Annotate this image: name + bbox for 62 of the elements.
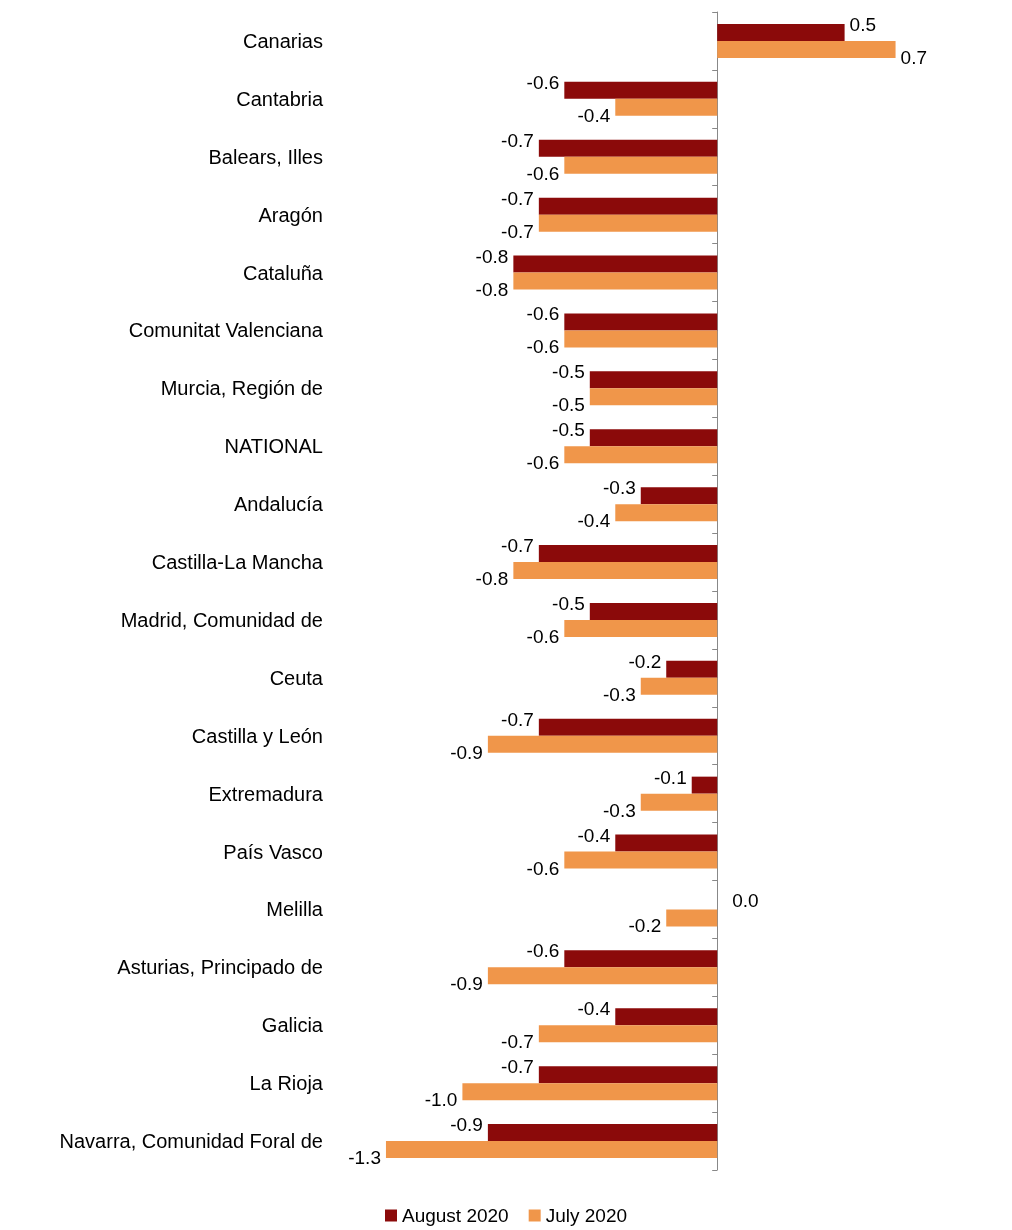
y-tick-label: Ceuta xyxy=(269,666,324,689)
data-label: -0.8 xyxy=(475,245,509,267)
y-tick-label: Galicia xyxy=(261,1014,324,1037)
data-label: -0.6 xyxy=(526,71,560,93)
data-label: -0.6 xyxy=(526,303,560,325)
y-tick-label: Balears, Illes xyxy=(208,145,323,168)
data-label: -0.9 xyxy=(450,741,483,763)
y-tick-label: Murcia, Región de xyxy=(160,377,323,400)
data-label: -0.5 xyxy=(552,394,585,416)
data-label: -0.4 xyxy=(577,998,611,1020)
data-label: -0.7 xyxy=(501,129,534,151)
data-label: -0.2 xyxy=(628,650,662,672)
data-label: -0.6 xyxy=(526,162,560,184)
data-label: -0.5 xyxy=(552,361,585,383)
data-label: -0.7 xyxy=(501,535,534,557)
y-tick-label: Madrid, Comunidad de xyxy=(120,608,323,631)
data-label: -0.6 xyxy=(526,857,560,879)
y-tick-label: Cataluña xyxy=(242,261,324,284)
data-label: -0.2 xyxy=(628,915,662,937)
data-label: -0.7 xyxy=(501,1056,534,1078)
data-label: -0.3 xyxy=(603,799,636,821)
data-label: 0.5 xyxy=(849,13,877,35)
data-label: -0.3 xyxy=(603,683,636,705)
data-label: -0.8 xyxy=(475,278,509,300)
data-label: -0.7 xyxy=(501,708,534,730)
data-label: -1.3 xyxy=(348,1147,381,1169)
data-label: -0.5 xyxy=(552,419,585,441)
data-label: -0.9 xyxy=(450,973,483,995)
data-label: -0.4 xyxy=(577,104,611,126)
y-tick-label: Comunitat Valenciana xyxy=(128,319,324,342)
y-tick-label: NATIONAL xyxy=(224,435,323,458)
y-tick-label: Andalucía xyxy=(234,493,324,516)
data-label: -0.6 xyxy=(526,625,560,647)
legend-label: July 2020 xyxy=(545,1205,628,1226)
y-tick-label: Cantabria xyxy=(236,87,324,110)
data-label: -0.6 xyxy=(526,336,560,358)
y-tick-label: Aragón xyxy=(258,203,323,226)
data-label: -1.0 xyxy=(424,1089,458,1111)
y-tick-label: Castilla y León xyxy=(191,724,323,747)
data-label: -0.4 xyxy=(577,824,611,846)
data-label: -0.1 xyxy=(653,766,687,788)
data-label: -0.6 xyxy=(526,940,560,962)
y-tick-label: Melilla xyxy=(266,898,324,921)
y-tick-label: País Vasco xyxy=(223,840,323,863)
legend-label: August 2020 xyxy=(401,1205,509,1226)
y-tick-label: Canarias xyxy=(242,29,323,52)
data-label: -0.7 xyxy=(501,220,534,242)
y-tick-label: Navarra, Comunidad Foral de xyxy=(59,1130,323,1153)
data-label: -0.9 xyxy=(450,1114,483,1136)
data-label: 0.7 xyxy=(900,46,927,68)
data-label: -0.4 xyxy=(577,510,611,532)
data-label: -0.6 xyxy=(526,452,560,474)
y-tick-label: Castilla-La Mancha xyxy=(151,551,324,574)
data-label: -0.8 xyxy=(475,568,509,590)
data-label: -0.3 xyxy=(603,477,636,499)
data-label: -0.7 xyxy=(501,187,534,209)
data-label: -0.7 xyxy=(501,1031,534,1053)
y-tick-label: Extremadura xyxy=(208,782,324,805)
y-tick-label: Asturias, Principado de xyxy=(117,956,323,979)
y-tick-label: La Rioja xyxy=(249,1072,324,1095)
data-label: -0.5 xyxy=(552,592,585,614)
data-label: 0.0 xyxy=(732,890,759,912)
